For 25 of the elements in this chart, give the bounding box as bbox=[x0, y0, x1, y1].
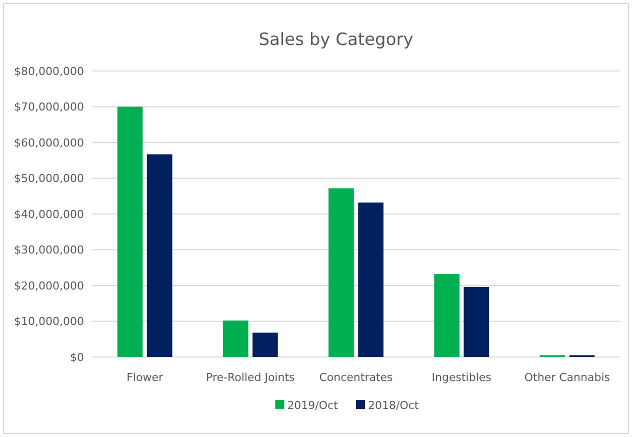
chart-title: Sales by Category bbox=[258, 30, 414, 50]
bar bbox=[252, 332, 278, 357]
x-tick-label: Concentrates bbox=[319, 371, 394, 384]
bar bbox=[146, 154, 172, 357]
bar bbox=[328, 188, 354, 357]
x-tick-label: Flower bbox=[126, 371, 164, 384]
bar bbox=[358, 202, 384, 357]
y-tick-label: $20,000,000 bbox=[14, 279, 84, 292]
legend-label: 2019/Oct bbox=[287, 399, 339, 412]
y-tick-label: $50,000,000 bbox=[14, 172, 84, 186]
bar bbox=[464, 286, 490, 357]
x-tick-label: Other Cannabis bbox=[524, 371, 610, 384]
y-tick-label: $30,000,000 bbox=[14, 244, 84, 257]
y-tick-label: $0 bbox=[70, 350, 84, 364]
bar bbox=[434, 274, 460, 357]
y-tick-label: $40,000,000 bbox=[14, 208, 84, 221]
y-tick-label: $70,000,000 bbox=[14, 100, 84, 114]
legend-label: 2018/Oct bbox=[368, 399, 420, 412]
y-tick-label: $60,000,000 bbox=[14, 136, 84, 150]
y-tick-label: $80,000,000 bbox=[14, 64, 84, 78]
x-tick-label: Pre-Rolled Joints bbox=[206, 371, 296, 384]
bar bbox=[222, 320, 248, 357]
bar bbox=[117, 106, 143, 357]
x-tick-label: Ingestibles bbox=[432, 371, 492, 384]
y-tick-label: $10,000,000 bbox=[14, 315, 84, 328]
